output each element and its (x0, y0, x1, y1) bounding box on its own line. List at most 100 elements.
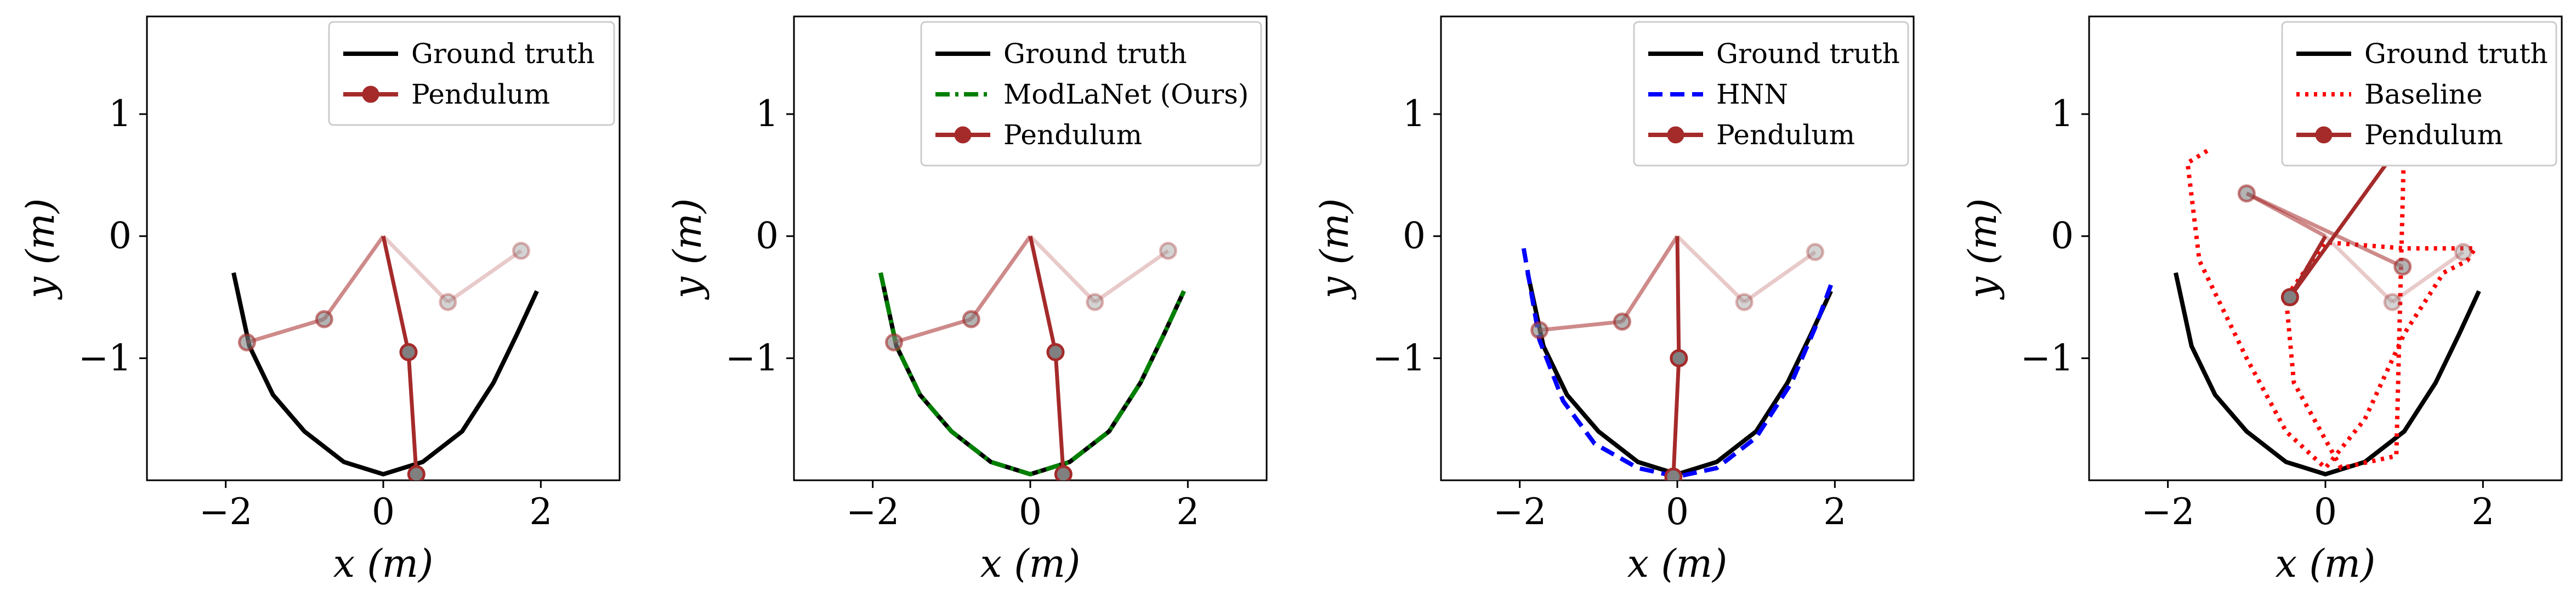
pendulum-bob (1613, 313, 1631, 331)
pendulum-rod (1028, 235, 1058, 353)
panel-4: −2 0 2 1 0 −1 x (m) y (m) Ground truth Baseline Pe… (1960, 15, 2563, 586)
y-tick-label: −1 (725, 337, 779, 379)
pendulum-rod (1671, 358, 1681, 477)
y-tick-label: 0 (1403, 215, 1426, 257)
legend-label: HNN (1716, 78, 1788, 110)
plot-area (1521, 235, 1833, 480)
x-axis-label: x (m) (333, 541, 434, 586)
x-axis-label: x (m) (1627, 541, 1728, 586)
plot-area (2174, 135, 2481, 476)
pendulum-bob (1086, 293, 1104, 311)
pendulum-rod (1676, 235, 1746, 304)
legend-label: Ground truth (1003, 38, 1187, 70)
pendulum-rod (1675, 236, 1681, 359)
legend-label: Pendulum (1003, 119, 1142, 151)
pendulum-rod (2391, 250, 2465, 304)
pendulum-bob (439, 293, 457, 311)
series-line-ground-truth (2174, 272, 2481, 476)
legend-box (1633, 21, 1909, 167)
x-tick-label: −2 (846, 491, 899, 533)
y-tick-label: 1 (2051, 93, 2074, 135)
pendulum-bob (884, 333, 903, 351)
x-tick-label: 2 (2471, 491, 2494, 533)
plot-area (878, 235, 1186, 480)
series-line-hnn (1521, 248, 1833, 479)
y-axis-label: y (m) (1312, 198, 1357, 300)
series-line-ground-truth (878, 272, 1186, 476)
legend-label: Pendulum (411, 78, 550, 110)
pendulum-rod (381, 235, 411, 353)
pendulum-rod (406, 352, 418, 475)
pendulum-bob (1664, 467, 1683, 480)
y-tick-label: 1 (109, 93, 132, 135)
y-axis-label: y (m) (1960, 198, 2005, 300)
legend-label: Pendulum (2364, 119, 2503, 151)
panel-1: −2 0 2 1 0 −1 x (m) y (m) Ground truth Pendulum (18, 15, 621, 586)
panel-2: −2 0 2 1 0 −1 x (m) y (m) Ground truth ModLaNet (… (665, 15, 1268, 586)
x-axis-label: x (m) (980, 541, 1081, 586)
pendulum-bob (407, 465, 425, 480)
panel-3: −2 0 2 1 0 −1 x (m) y (m) Ground truth HNN Pendulu… (1312, 15, 1915, 586)
pendulum-bob (1670, 349, 1688, 367)
legend-marker (954, 126, 972, 144)
pendulum-bob (2383, 293, 2402, 311)
x-tick-label: 0 (2314, 491, 2337, 533)
pendulum-bob (1735, 293, 1754, 311)
legend-label: Ground truth (1716, 38, 1900, 70)
pendulum-bob (1159, 241, 1177, 260)
y-tick-label: −1 (2021, 337, 2074, 379)
pendulum-bob (2454, 243, 2472, 262)
x-tick-label: 0 (372, 491, 395, 533)
pendulum-bob (1530, 321, 1549, 339)
pendulum-rod (1539, 320, 1622, 332)
legend-label: ModLaNet (Ours) (1003, 78, 1249, 110)
y-axis-label: y (m) (665, 198, 710, 300)
legend-label: Baseline (2364, 78, 2483, 110)
x-tick-label: 2 (1823, 491, 1846, 533)
y-tick-label: 0 (756, 215, 779, 257)
legend-marker (2315, 126, 2333, 144)
legend-box (328, 21, 615, 126)
pendulum-rod (2324, 235, 2394, 304)
pendulum-bob (1806, 243, 1824, 262)
series-line-modlanet-ours- (878, 272, 1186, 476)
legend-label: Ground truth (2364, 38, 2548, 70)
legend-marker (362, 86, 379, 103)
series-line-baseline (2185, 138, 2477, 470)
pendulum-rod (382, 235, 450, 304)
pendulum-bob (1054, 465, 1073, 480)
pendulum-rod (322, 235, 385, 321)
pendulum-rod (2245, 191, 2404, 269)
y-axis-label: y (m) (18, 198, 63, 300)
x-tick-label: 2 (529, 491, 552, 533)
pendulum-bob (315, 310, 333, 328)
pendulum-rod (246, 317, 325, 344)
pendulum-rod (969, 235, 1032, 321)
x-tick-label: 2 (1176, 491, 1199, 533)
pendulum-bob (2237, 184, 2256, 203)
pendulum-bob (512, 241, 530, 260)
y-tick-label: 0 (109, 215, 132, 257)
x-tick-label: 0 (1019, 491, 1042, 533)
pendulum-rod (1093, 249, 1170, 304)
legend-box (2281, 21, 2557, 167)
x-tick-label: −2 (199, 491, 252, 533)
y-tick-label: 0 (2051, 215, 2074, 257)
x-axis-label: x (m) (2276, 541, 2376, 586)
legend-label: Ground truth (411, 38, 595, 70)
y-tick-label: 1 (1403, 93, 1426, 135)
pendulum-rod (446, 249, 523, 304)
pendulum-bob (2393, 257, 2412, 276)
legend-marker (1667, 126, 1684, 144)
pendulum-rod (1743, 250, 1817, 304)
series-line-ground-truth (231, 272, 539, 476)
x-tick-label: 0 (1666, 491, 1689, 533)
pendulum-rod (893, 317, 972, 344)
y-tick-label: 1 (756, 93, 779, 135)
pendulum-bob (399, 343, 418, 361)
legend-box (920, 21, 1262, 167)
x-tick-label: −2 (1493, 491, 1546, 533)
legend-label: Pendulum (1716, 119, 1855, 151)
plot-area (231, 235, 539, 480)
